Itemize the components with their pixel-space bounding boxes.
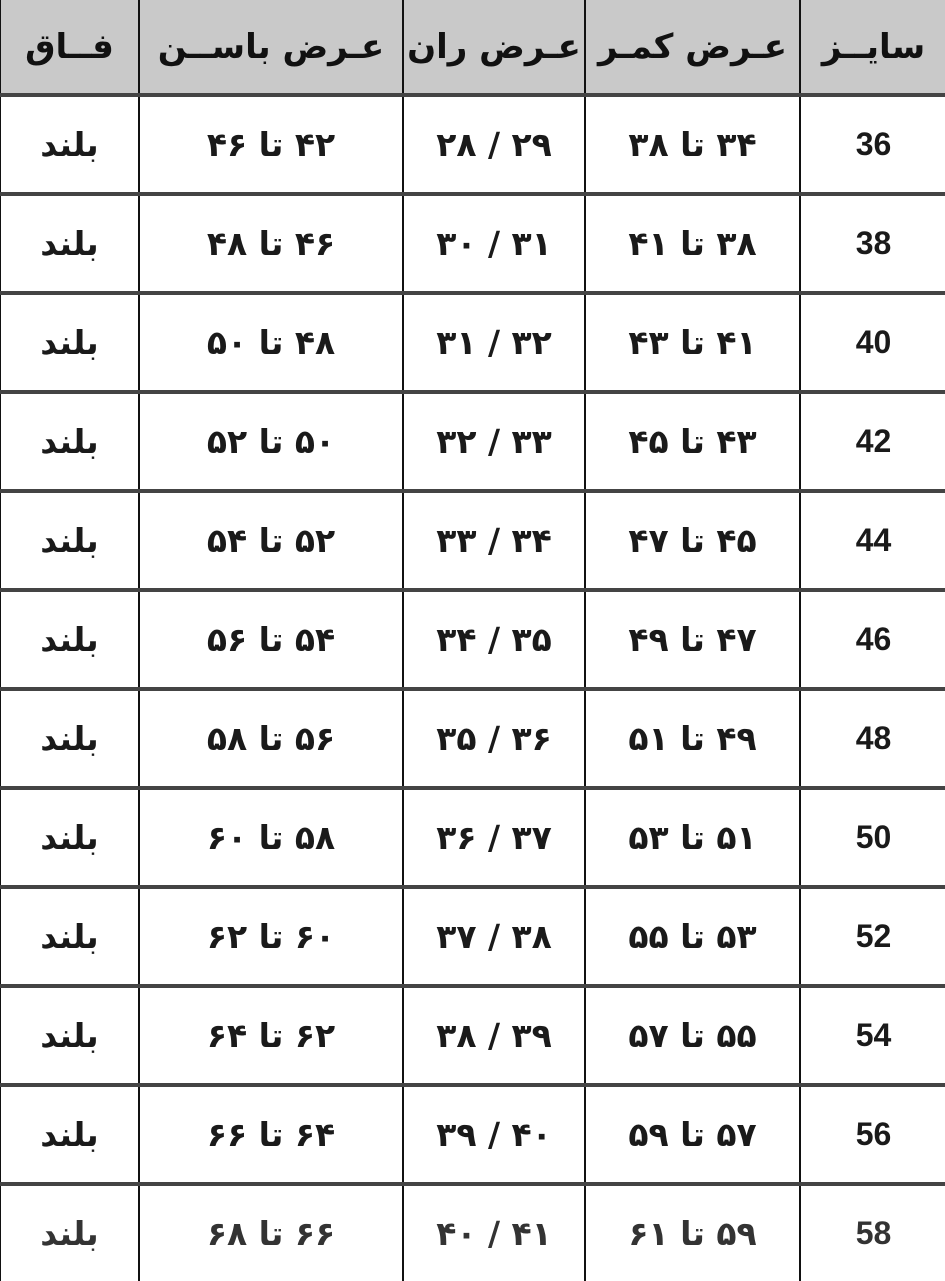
cell-waist: ۴۹ تا ۵۱ bbox=[584, 689, 801, 790]
cell-hip: ۶۴ تا ۶۶ bbox=[138, 1085, 404, 1186]
cell-thigh: ۳۸ / ۳۷ bbox=[402, 887, 586, 988]
cell-rise: بلند bbox=[0, 95, 140, 196]
cell-thigh: ۳۳ / ۳۲ bbox=[402, 392, 586, 493]
cell-size: 50 bbox=[799, 788, 945, 889]
cell-size: 58 bbox=[799, 1184, 945, 1281]
cell-hip: ۴۶ تا ۴۸ bbox=[138, 194, 404, 295]
cell-thigh: ۳۲ / ۳۱ bbox=[402, 293, 586, 394]
cell-waist: ۳۸ تا ۴۱ bbox=[584, 194, 801, 295]
table-row: 52 ۵۳ تا ۵۵ ۳۸ / ۳۷ ۶۰ تا ۶۲ بلند bbox=[0, 887, 945, 988]
header-thigh: عـرض ران bbox=[402, 0, 586, 97]
cell-thigh: ۴۱ / ۴۰ bbox=[402, 1184, 586, 1281]
cell-waist: ۴۵ تا ۴۷ bbox=[584, 491, 801, 592]
header-rise: فــاق bbox=[0, 0, 140, 97]
cell-rise: بلند bbox=[0, 590, 140, 691]
cell-size: 40 bbox=[799, 293, 945, 394]
cell-waist: ۴۷ تا ۴۹ bbox=[584, 590, 801, 691]
header-size: سایــز bbox=[799, 0, 945, 97]
cell-hip: ۶۲ تا ۶۴ bbox=[138, 986, 404, 1087]
cell-thigh: ۳۶ / ۳۵ bbox=[402, 689, 586, 790]
cell-hip: ۶۰ تا ۶۲ bbox=[138, 887, 404, 988]
table-row: 56 ۵۷ تا ۵۹ ۴۰ / ۳۹ ۶۴ تا ۶۶ بلند bbox=[0, 1085, 945, 1186]
cell-size: 36 bbox=[799, 95, 945, 196]
table-row: 50 ۵۱ تا ۵۳ ۳۷ / ۳۶ ۵۸ تا ۶۰ بلند bbox=[0, 788, 945, 889]
header-hip: عـرض باســن bbox=[138, 0, 404, 97]
cell-hip: ۶۶ تا ۶۸ bbox=[138, 1184, 404, 1281]
cell-size: 38 bbox=[799, 194, 945, 295]
cell-waist: ۵۹ تا ۶۱ bbox=[584, 1184, 801, 1281]
cell-waist: ۵۷ تا ۵۹ bbox=[584, 1085, 801, 1186]
table-row: 44 ۴۵ تا ۴۷ ۳۴ / ۳۳ ۵۲ تا ۵۴ بلند bbox=[0, 491, 945, 592]
cell-size: 46 bbox=[799, 590, 945, 691]
table-row: 58 ۵۹ تا ۶۱ ۴۱ / ۴۰ ۶۶ تا ۶۸ بلند bbox=[0, 1184, 945, 1281]
cell-hip: ۴۲ تا ۴۶ bbox=[138, 95, 404, 196]
cell-size: 48 bbox=[799, 689, 945, 790]
cell-hip: ۵۴ تا ۵۶ bbox=[138, 590, 404, 691]
table-row: 38 ۳۸ تا ۴۱ ۳۱ / ۳۰ ۴۶ تا ۴۸ بلند bbox=[0, 194, 945, 295]
cell-hip: ۵۰ تا ۵۲ bbox=[138, 392, 404, 493]
cell-waist: ۵۱ تا ۵۳ bbox=[584, 788, 801, 889]
cell-waist: ۵۳ تا ۵۵ bbox=[584, 887, 801, 988]
cell-thigh: ۴۰ / ۳۹ bbox=[402, 1085, 586, 1186]
header-waist: عـرض کمـر bbox=[584, 0, 801, 97]
cell-size: 52 bbox=[799, 887, 945, 988]
header-row: سایــز عـرض کمـر عـرض ران عـرض باســن فـ… bbox=[0, 0, 945, 97]
cell-waist: ۳۴ تا ۳۸ bbox=[584, 95, 801, 196]
cell-size: 54 bbox=[799, 986, 945, 1087]
cell-hip: ۵۸ تا ۶۰ bbox=[138, 788, 404, 889]
cell-waist: ۴۱ تا ۴۳ bbox=[584, 293, 801, 394]
cell-rise: بلند bbox=[0, 887, 140, 988]
table-row: 48 ۴۹ تا ۵۱ ۳۶ / ۳۵ ۵۶ تا ۵۸ بلند bbox=[0, 689, 945, 790]
table-row: 54 ۵۵ تا ۵۷ ۳۹ / ۳۸ ۶۲ تا ۶۴ بلند bbox=[0, 986, 945, 1087]
cell-thigh: ۳۱ / ۳۰ bbox=[402, 194, 586, 295]
cell-hip: ۴۸ تا ۵۰ bbox=[138, 293, 404, 394]
cell-thigh: ۳۹ / ۳۸ bbox=[402, 986, 586, 1087]
cell-thigh: ۳۷ / ۳۶ bbox=[402, 788, 586, 889]
cell-thigh: ۳۴ / ۳۳ bbox=[402, 491, 586, 592]
table-row: 42 ۴۳ تا ۴۵ ۳۳ / ۳۲ ۵۰ تا ۵۲ بلند bbox=[0, 392, 945, 493]
table-row: 40 ۴۱ تا ۴۳ ۳۲ / ۳۱ ۴۸ تا ۵۰ بلند bbox=[0, 293, 945, 394]
table-row: 36 ۳۴ تا ۳۸ ۲۹ / ۲۸ ۴۲ تا ۴۶ بلند bbox=[0, 95, 945, 196]
cell-size: 44 bbox=[799, 491, 945, 592]
cell-waist: ۵۵ تا ۵۷ bbox=[584, 986, 801, 1087]
cell-thigh: ۲۹ / ۲۸ bbox=[402, 95, 586, 196]
cell-rise: بلند bbox=[0, 788, 140, 889]
cell-hip: ۵۶ تا ۵۸ bbox=[138, 689, 404, 790]
cell-size: 42 bbox=[799, 392, 945, 493]
cell-waist: ۴۳ تا ۴۵ bbox=[584, 392, 801, 493]
cell-rise: بلند bbox=[0, 293, 140, 394]
cell-rise: بلند bbox=[0, 1085, 140, 1186]
cell-rise: بلند bbox=[0, 986, 140, 1087]
table-row: 46 ۴۷ تا ۴۹ ۳۵ / ۳۴ ۵۴ تا ۵۶ بلند bbox=[0, 590, 945, 691]
cell-rise: بلند bbox=[0, 1184, 140, 1281]
cell-size: 56 bbox=[799, 1085, 945, 1186]
cell-rise: بلند bbox=[0, 491, 140, 592]
cell-rise: بلند bbox=[0, 392, 140, 493]
cell-hip: ۵۲ تا ۵۴ bbox=[138, 491, 404, 592]
cell-rise: بلند bbox=[0, 689, 140, 790]
cell-rise: بلند bbox=[0, 194, 140, 295]
cell-thigh: ۳۵ / ۳۴ bbox=[402, 590, 586, 691]
